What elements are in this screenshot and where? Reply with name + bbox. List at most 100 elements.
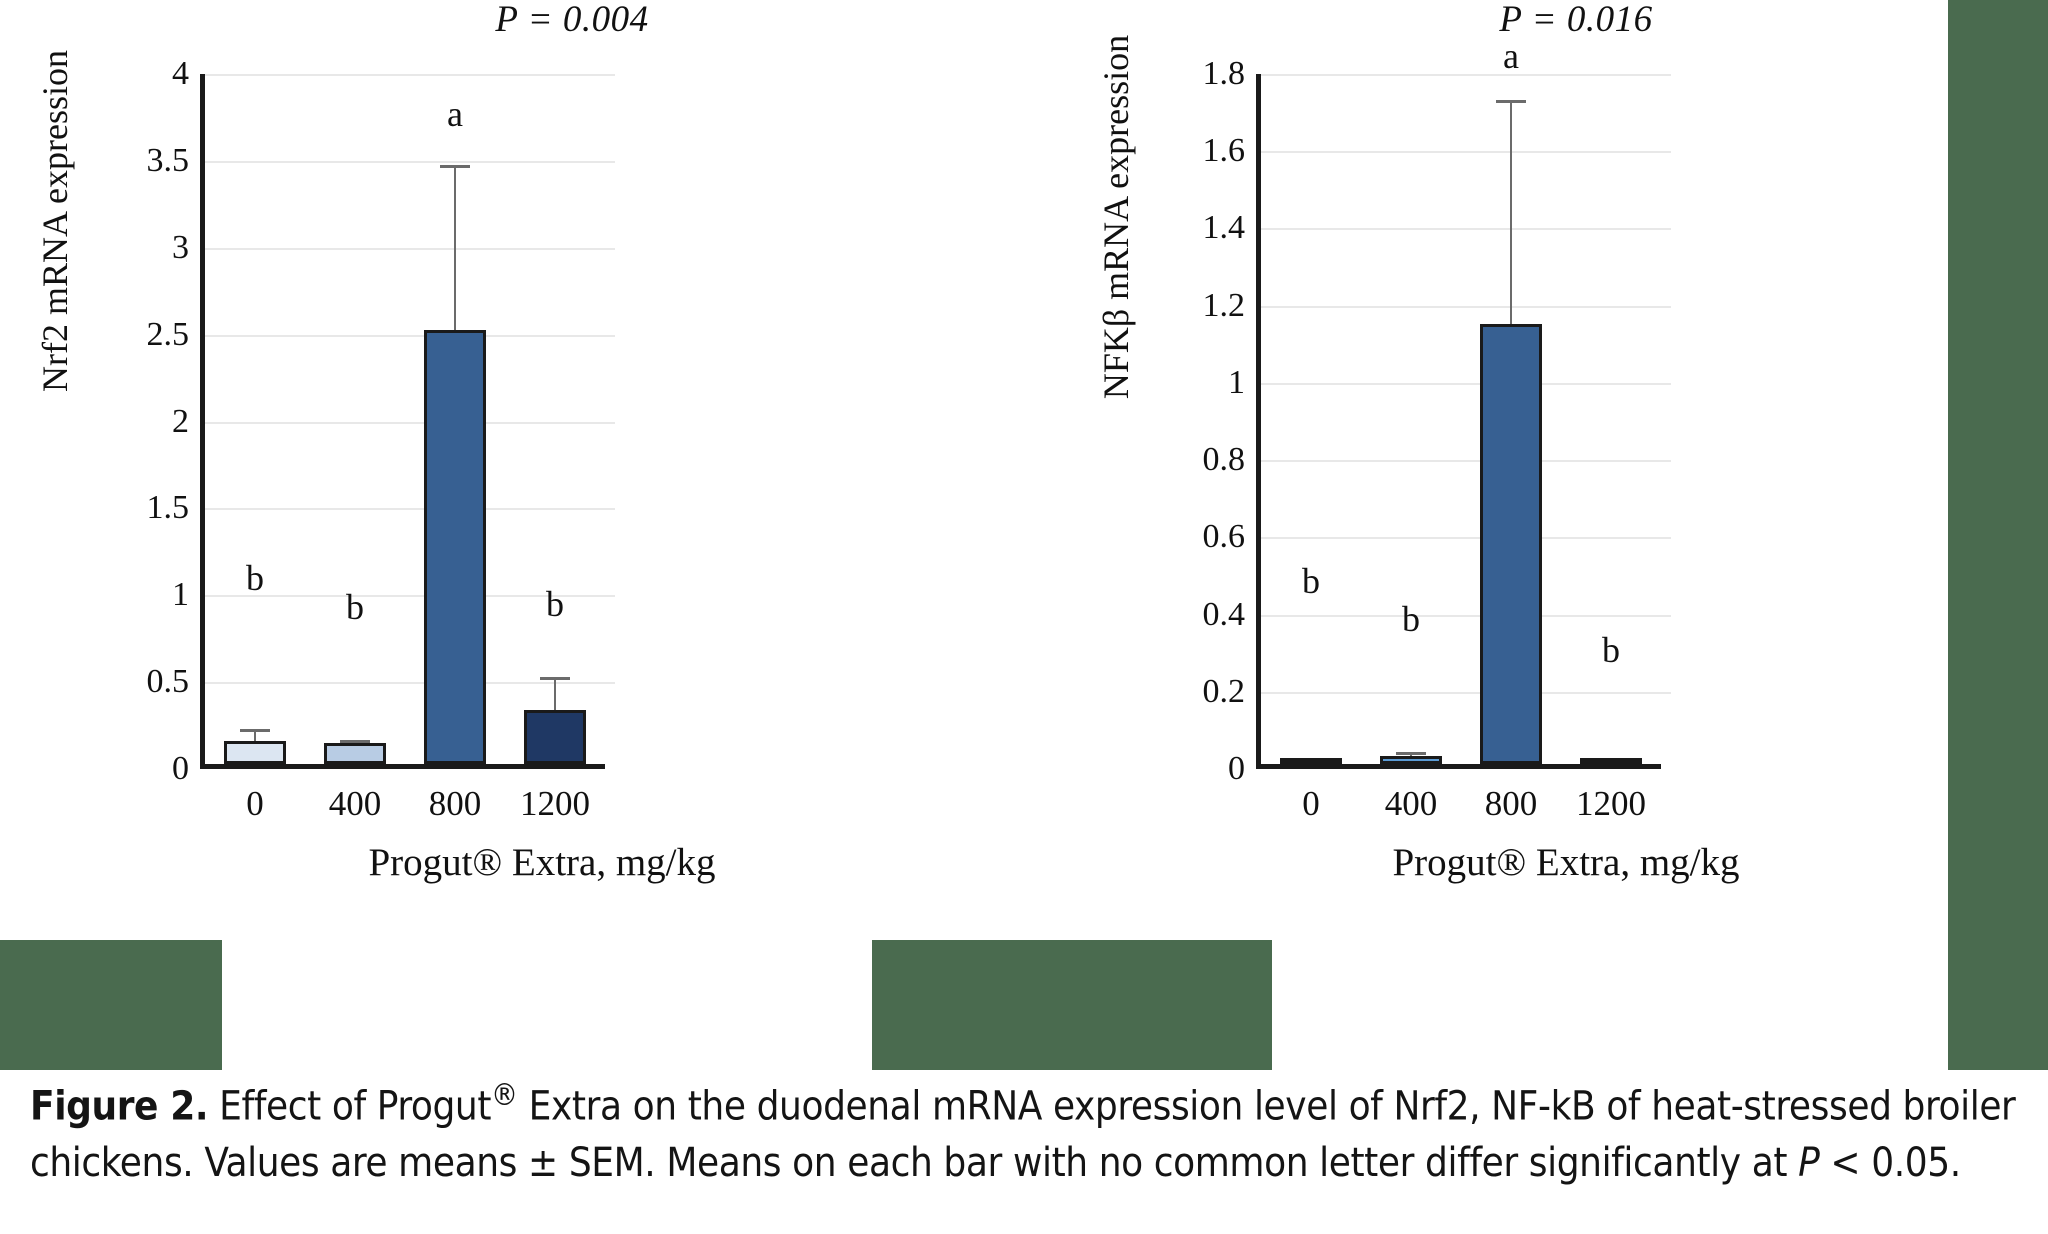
y-axis-title-nfkb: NFKβ mRNA expression	[1096, 34, 1136, 400]
bar-slot-400: b	[1361, 74, 1461, 764]
caption-part-1: Effect of Progut	[208, 1083, 492, 1130]
y-tick-label: 0.5	[146, 663, 190, 701]
significance-letter-1200: b	[1602, 630, 1620, 671]
significance-letter-400: b	[1402, 599, 1420, 640]
gridline	[1261, 305, 1671, 308]
gridline	[1261, 614, 1671, 617]
gridline	[1261, 537, 1671, 540]
bar-0[interactable]	[1280, 758, 1342, 764]
y-tick-label: 2.5	[146, 315, 190, 353]
error-bar-cap	[1396, 752, 1426, 756]
gridline	[205, 334, 615, 337]
y-tick-label: 1	[1228, 363, 1245, 401]
gridline	[205, 247, 615, 250]
y-tick-label: 3	[172, 228, 189, 266]
significance-letter-0: b	[1302, 560, 1320, 601]
error-bar-cap	[440, 164, 470, 168]
x-tick-label-400: 400	[328, 784, 382, 823]
bar-slot-0: b	[205, 74, 305, 764]
caption-part-3: SEM. Means on each bar with no common le…	[557, 1140, 1799, 1187]
caption-figure-number: Figure 2.	[30, 1083, 209, 1130]
chart-nfkb: P = 0.016 NFKβ mRNA expression 1.8 1.6 1.4…	[1024, 0, 2048, 1000]
error-bar-cap	[340, 739, 370, 743]
significance-letter-0: b	[246, 557, 264, 598]
caption-part-4: < 0.05.	[1819, 1140, 1961, 1187]
bar-0[interactable]	[224, 741, 286, 764]
caption-part-2: Extra on the duodenal mRNA expression le…	[30, 1083, 2016, 1187]
bar-1200[interactable]	[524, 710, 586, 764]
bar-group-nfkb: b b a b	[1261, 36, 1661, 764]
bar-1200[interactable]	[1580, 758, 1642, 764]
p-value-title-nfkb: P = 0.016	[1499, 0, 1653, 40]
error-bar-800	[440, 164, 470, 330]
error-bar-cap	[540, 677, 570, 681]
left-chart-footer-panel	[222, 940, 872, 1070]
bar-slot-800: a	[1461, 36, 1561, 764]
caption-panel-background	[0, 1070, 2048, 1234]
x-tick-label-800: 800	[428, 784, 482, 823]
chart-nrf2: P = 0.004 Nrf2 mRNA expression 4 3.5 3 2.5 2…	[0, 0, 1024, 1000]
gridline	[1261, 228, 1671, 231]
y-tick-label: 1.2	[1202, 286, 1246, 324]
bar-800[interactable]	[424, 329, 486, 764]
gridline	[205, 74, 615, 76]
y-tick-label: 0	[1228, 750, 1245, 787]
bar-400[interactable]	[324, 743, 386, 764]
y-tick-label: 0.2	[1202, 672, 1246, 710]
x-axis-title-nfkb: Progut® Extra, mg/kg	[1392, 841, 1740, 884]
right-chart-footer-panel	[1272, 940, 1948, 1070]
y-tick-label: 0.8	[1202, 441, 1246, 479]
y-tick-label: 4	[172, 55, 189, 92]
gridline	[1261, 74, 1671, 76]
registered-trademark-icon: ®	[491, 1078, 518, 1113]
bar-slot-400: b	[305, 74, 405, 764]
y-tick-label: 1.8	[1202, 55, 1246, 92]
gridline	[1261, 691, 1671, 694]
bar-400[interactable]	[1380, 755, 1442, 764]
plot-area-nrf2: 4 3.5 3 2.5 2 1.5 1 0.5 0 b b a b 0 400 800 1200	[147, 55, 615, 823]
bar-slot-800: a	[405, 74, 505, 764]
bar-slot-0: b	[1261, 74, 1361, 764]
y-tick-label: 0.4	[1202, 595, 1246, 633]
gridline	[205, 421, 615, 424]
bar-group-nrf2: b b a b	[205, 74, 605, 764]
y-tick-label: 1	[172, 576, 189, 614]
bar-slot-1200: b	[505, 74, 605, 764]
plot-area-nfkb: 1.8 1.6 1.4 1.2 1 0.8 0.6 0.4 0.2 0 b b a b 0 400 800 1…	[1203, 36, 1671, 823]
x-axis-ticks-nfkb: 0 400 800 1200	[1261, 784, 1661, 824]
x-tick-label-400: 400	[1384, 784, 1438, 823]
y-tick-label: 1.6	[1202, 132, 1246, 170]
gridline	[1261, 382, 1671, 385]
error-bar-1200	[540, 677, 570, 711]
y-tick-label: 0	[172, 750, 189, 787]
gridline	[1261, 460, 1671, 463]
y-axis-title-nrf2: Nrf2 mRNA expression	[35, 50, 75, 392]
gridline	[205, 595, 615, 598]
bar-slot-1200: b	[1561, 74, 1661, 764]
error-bar-cap	[1496, 99, 1526, 103]
significance-letter-800: a	[1503, 35, 1519, 76]
significance-letter-1200: b	[546, 584, 564, 624]
gridline	[205, 160, 615, 163]
gridline	[205, 508, 615, 511]
y-tick-label: 3.5	[146, 141, 190, 179]
figure-graphics-area: P = 0.004 Nrf2 mRNA expression 4 3.5 3 2.5 2…	[0, 0, 2048, 1000]
significance-letter-400: b	[346, 587, 364, 628]
x-tick-label-1200: 1200	[520, 784, 590, 823]
error-bar-400	[1396, 752, 1426, 756]
gridline	[1261, 151, 1671, 154]
x-tick-label-0: 0	[246, 784, 264, 823]
x-tick-label-0: 0	[1302, 784, 1320, 823]
plus-minus-icon: ±	[528, 1140, 558, 1187]
p-value-title-nrf2: P = 0.004	[495, 0, 649, 40]
bar-800[interactable]	[1480, 323, 1542, 764]
x-axis-ticks-nrf2: 0 400 800 1200	[205, 784, 605, 824]
error-bar-cap	[240, 729, 270, 733]
figure-caption: Figure 2. Effect of Progut® Extra on the…	[30, 1075, 2020, 1192]
error-bar-800	[1496, 99, 1526, 324]
significance-letter-800: a	[447, 94, 463, 135]
x-tick-label-1200: 1200	[1576, 784, 1646, 823]
chart-panel-background	[0, 0, 1948, 940]
x-axis-title-nrf2: Progut® Extra, mg/kg	[368, 841, 716, 884]
error-bar-0	[240, 729, 270, 742]
